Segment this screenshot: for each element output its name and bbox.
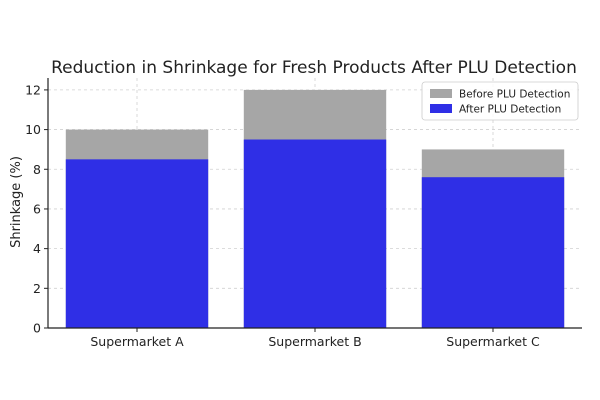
bar-after-1 [243, 139, 387, 328]
x-tick-label: Supermarket B [268, 334, 361, 349]
y-tick-label: 12 [25, 82, 41, 97]
y-tick-label: 6 [33, 201, 41, 216]
bar-after-0 [65, 159, 209, 328]
legend-swatch-0 [430, 89, 452, 98]
y-tick-label: 10 [25, 122, 41, 137]
legend-swatch-1 [430, 104, 452, 113]
x-ticks: Supermarket A Supermarket B Supermarket C [90, 328, 540, 349]
legend-label-1: After PLU Detection [459, 104, 561, 116]
y-tick-label: 0 [33, 321, 41, 336]
x-tick-label: Supermarket C [446, 334, 540, 349]
y-ticks: 0 2 4 6 8 10 12 [25, 82, 48, 336]
x-tick-label: Supermarket A [90, 334, 184, 349]
legend-box [421, 81, 579, 121]
y-tick-label: 8 [33, 162, 41, 177]
y-axis-label: Shrinkage (%) [9, 156, 24, 248]
bars [65, 89, 565, 329]
chart-title: Reduction in Shrinkage for Fresh Product… [51, 58, 577, 78]
y-tick-label: 4 [33, 241, 41, 256]
legend: Before PLU Detection After PLU Detection [421, 81, 579, 121]
y-tick-label: 2 [33, 281, 41, 296]
bar-after-2 [421, 177, 565, 328]
legend-label-0: Before PLU Detection [459, 89, 570, 101]
